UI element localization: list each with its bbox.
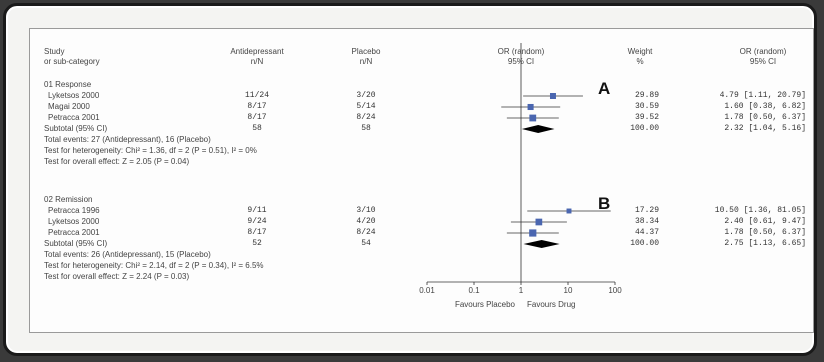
study-or-ci: 1.60 [0.38, 6.82] bbox=[724, 102, 806, 111]
header-antidepressant: Antidepressant bbox=[230, 47, 284, 56]
study-or-ci: 10.50 [1.36, 81.05] bbox=[714, 206, 806, 215]
study-antidepressant-nn: 9/24 bbox=[247, 217, 267, 226]
x-tick-label: 0.01 bbox=[419, 286, 435, 295]
x-tick-label: 10 bbox=[563, 286, 573, 295]
favours-placebo-label: Favours Placebo bbox=[454, 300, 515, 309]
group-note: Test for heterogeneity: Chi² = 1.36, df … bbox=[44, 146, 257, 155]
subtotal-or-ci: 2.32 [1.04, 5.16] bbox=[724, 124, 806, 133]
subtotal-or-ci: 2.75 [1.13, 6.65] bbox=[724, 239, 806, 248]
x-tick-label: 0.1 bbox=[468, 286, 480, 295]
group-letter: B bbox=[598, 194, 611, 213]
subtotal-placebo-n: 58 bbox=[361, 124, 371, 133]
study-antidepressant-nn: 9/11 bbox=[247, 206, 267, 215]
study-weight: 38.34 bbox=[634, 217, 659, 226]
study-marker bbox=[535, 218, 543, 226]
header-weight-percent: % bbox=[636, 57, 644, 66]
study-marker bbox=[529, 114, 537, 122]
study-antidepressant-nn: 11/24 bbox=[244, 91, 270, 100]
study-weight: 39.52 bbox=[634, 113, 659, 122]
subtotal-antidepressant-n: 52 bbox=[252, 239, 262, 248]
study-or-ci: 2.40 [0.61, 9.47] bbox=[724, 217, 806, 226]
subtotal-weight: 100.00 bbox=[630, 239, 659, 248]
group-note: Total events: 27 (Antidepressant), 16 (P… bbox=[44, 135, 211, 144]
favours-drug-label: Favours Drug bbox=[527, 300, 576, 309]
group-note: Total events: 26 (Antidepressant), 15 (P… bbox=[44, 250, 211, 259]
x-tick-label: 1 bbox=[518, 286, 524, 295]
subtotal-weight: 100.00 bbox=[630, 124, 659, 133]
study-antidepressant-nn: 8/17 bbox=[247, 102, 267, 111]
subtotal-antidepressant-n: 58 bbox=[252, 124, 262, 133]
study-or-ci: 1.78 [0.50, 6.37] bbox=[724, 113, 806, 122]
image-frame: Study or sub-category Antidepressant n/N… bbox=[3, 3, 817, 356]
forest-plot: Study or sub-category Antidepressant n/N… bbox=[30, 29, 813, 332]
study-antidepressant-nn: 8/17 bbox=[247, 113, 267, 122]
study-weight: 30.59 bbox=[634, 102, 659, 111]
subtotal-label: Subtotal (95% CI) bbox=[44, 124, 108, 133]
subtotal-label: Subtotal (95% CI) bbox=[44, 239, 108, 248]
study-marker bbox=[527, 103, 534, 111]
study-weight: 17.29 bbox=[634, 206, 659, 215]
subtotal-placebo-n: 54 bbox=[361, 239, 371, 248]
study-marker bbox=[566, 208, 572, 214]
subtotal-diamond bbox=[523, 240, 560, 248]
study-or-ci: 4.79 [1.11, 20.79] bbox=[719, 91, 806, 100]
study-weight: 29.89 bbox=[634, 91, 659, 100]
study-marker bbox=[549, 93, 556, 99]
group-letter: A bbox=[598, 79, 611, 98]
header-or-ci-2: 95% CI bbox=[749, 57, 777, 66]
study-name: Petracca 2001 bbox=[48, 113, 100, 122]
study-placebo-nn: 5/14 bbox=[356, 102, 376, 111]
header-placebo-nn: n/N bbox=[359, 57, 373, 66]
study-name: Petracca 2001 bbox=[48, 228, 100, 237]
subtotal-diamond bbox=[521, 125, 555, 133]
header-weight: Weight bbox=[627, 47, 653, 56]
study-or-ci: 1.78 [0.50, 6.37] bbox=[724, 228, 806, 237]
header-sub-category: or sub-category bbox=[44, 57, 100, 66]
group-note: Test for heterogeneity: Chi² = 2.14, df … bbox=[44, 261, 264, 270]
study-placebo-nn: 8/24 bbox=[356, 228, 376, 237]
study-name: Lyketsos 2000 bbox=[48, 91, 100, 100]
header-placebo: Placebo bbox=[351, 47, 381, 56]
forest-plot-svg bbox=[426, 43, 616, 285]
group-note: Test for overall effect: Z = 2.24 (P = 0… bbox=[44, 272, 190, 281]
study-name: Magai 2000 bbox=[48, 102, 90, 111]
study-name: Petracca 1996 bbox=[48, 206, 100, 215]
group-title: 02 Remission bbox=[44, 195, 93, 204]
study-placebo-nn: 8/24 bbox=[356, 113, 376, 122]
study-name: Lyketsos 2000 bbox=[48, 217, 100, 226]
header-study: Study bbox=[44, 47, 65, 56]
forest-plot-panel: Study or sub-category Antidepressant n/N… bbox=[29, 28, 814, 333]
group-title: 01 Response bbox=[44, 80, 92, 89]
study-placebo-nn: 4/20 bbox=[356, 217, 376, 226]
header-antidepressant-nn: n/N bbox=[250, 57, 264, 66]
study-weight: 44.37 bbox=[634, 228, 659, 237]
x-tick-label: 100 bbox=[608, 286, 622, 295]
study-antidepressant-nn: 8/17 bbox=[247, 228, 267, 237]
header-or-random-2: OR (random) bbox=[739, 47, 787, 56]
study-placebo-nn: 3/20 bbox=[356, 91, 376, 100]
study-marker bbox=[529, 229, 537, 237]
group-note: Test for overall effect: Z = 2.05 (P = 0… bbox=[44, 157, 190, 166]
study-placebo-nn: 3/10 bbox=[356, 206, 376, 215]
